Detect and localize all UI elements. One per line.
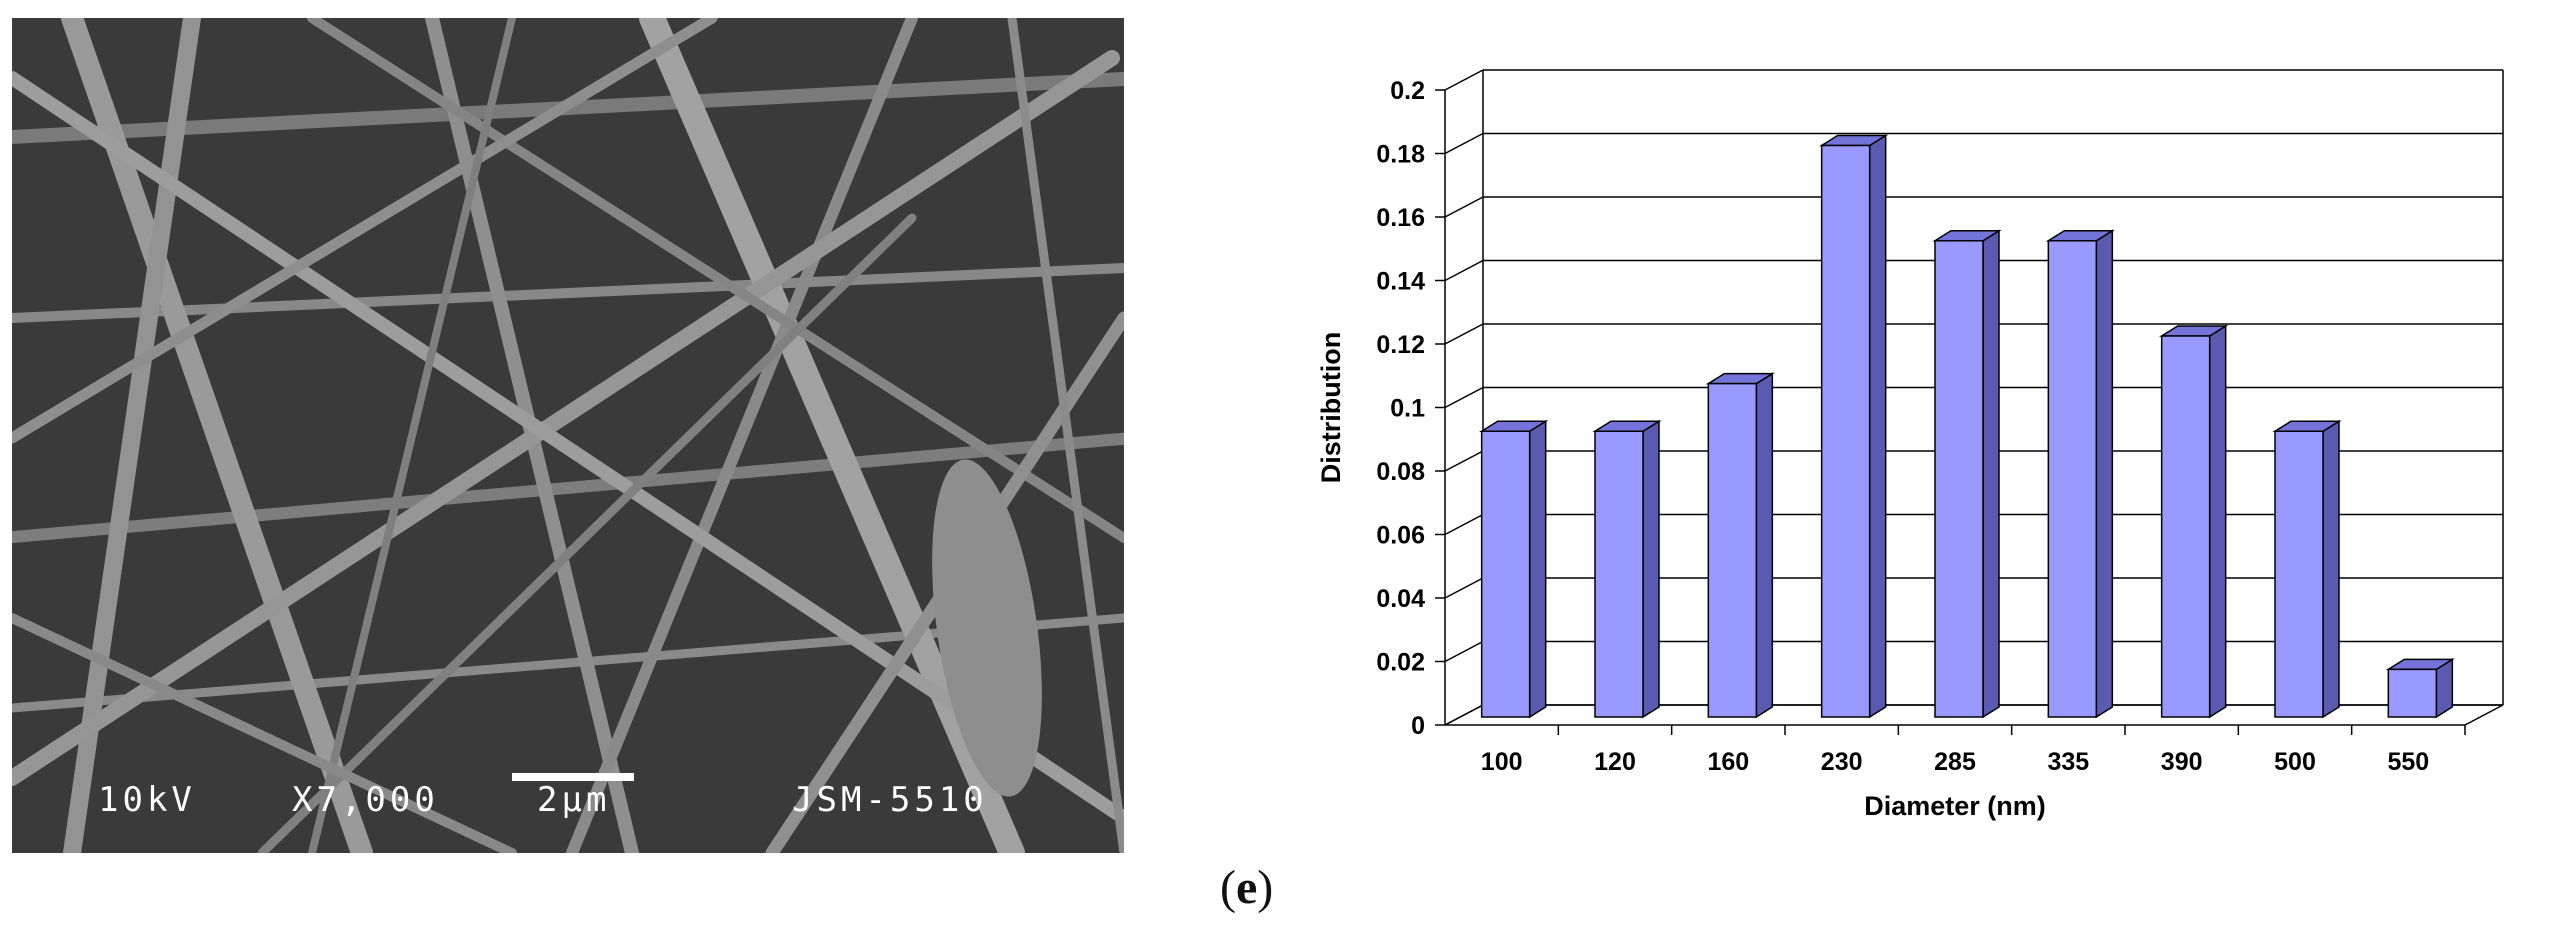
sem-micrograph: 10kV X7,000 2μm JSM-5510 (12, 18, 1124, 853)
bar-side (1982, 229, 2000, 719)
gridline-depth (1444, 386, 1484, 409)
gridline-depth (1444, 513, 1484, 536)
gridline-depth (1444, 640, 1484, 663)
instrument-label: JSM-5510 (792, 780, 988, 820)
y-tick-label: 0 (1411, 712, 1425, 740)
bar-side (2095, 229, 2114, 719)
magnification-label: X7,000 (292, 780, 439, 820)
bar (2274, 430, 2324, 718)
gridline-depth (1444, 577, 1484, 599)
bar (1594, 430, 1644, 718)
y-tick-label: 0.1 (1390, 395, 1425, 423)
x-tick-label: 285 (1934, 748, 1976, 776)
figure-caption: (e) (1220, 861, 1274, 914)
chart-canvas: 0 0.02 0.04 0.06 0.08 0.1 0.12 0.14 0.16 0.18 0.2 1… (1316, 69, 2504, 821)
scale-label: 2μm (537, 780, 611, 820)
x-tick-label: 160 (1707, 748, 1749, 776)
bar-side (1528, 419, 1547, 719)
x-tick-label: 120 (1594, 748, 1636, 776)
x-tick-label: 100 (1481, 748, 1523, 776)
gridline-depth (1444, 132, 1484, 155)
caption-letter: e (1235, 861, 1258, 914)
y-tick-label: 0.04 (1376, 585, 1425, 613)
bar-side (1642, 419, 1660, 719)
y-tick-label: 0.14 (1376, 268, 1425, 296)
bar (2387, 668, 2438, 718)
y-tick-label: 0.06 (1376, 522, 1425, 550)
bar-side (2322, 419, 2340, 719)
x-tick-label: 335 (2047, 748, 2089, 776)
y-axis-label: Distribution (1316, 332, 1346, 483)
y-tick-label: 0.18 (1376, 141, 1425, 169)
bar-side (1868, 134, 1887, 719)
gridline-depth (1444, 450, 1484, 472)
bar (1480, 430, 1531, 718)
fiber-network-image (12, 18, 1124, 853)
y-tick-label: 0.02 (1376, 649, 1425, 677)
x-tick-label: 550 (2387, 748, 2429, 776)
bar (2160, 335, 2211, 718)
scale-bar (512, 773, 634, 781)
bar (1707, 382, 1758, 718)
gridline-depth (1444, 323, 1484, 345)
y-tick-label: 0.2 (1390, 77, 1425, 105)
bar (1934, 240, 1984, 718)
gridline-depth (1444, 69, 1484, 91)
bar-side (2208, 324, 2227, 719)
voltage-label: 10kV (98, 780, 196, 820)
x-tick-label: 500 (2274, 748, 2316, 776)
x-axis-label: Diameter (nm) (1864, 791, 2046, 821)
diameter-distribution-chart: 0 0.02 0.04 0.06 0.08 0.1 0.12 0.14 0.16 0.18 0.2 1… (1300, 30, 2560, 860)
x-tick-label: 230 (1821, 748, 1863, 776)
bar (1820, 144, 1871, 718)
gridline-depth (1444, 259, 1484, 282)
y-tick-label: 0.08 (1376, 458, 1425, 486)
gridline-depth (1444, 196, 1484, 218)
bar-side (1755, 372, 1774, 719)
x-tick-label: 390 (2161, 748, 2203, 776)
bar (2047, 240, 2098, 718)
y-tick-label: 0.12 (1376, 331, 1425, 359)
y-tick-label: 0.16 (1376, 204, 1425, 232)
